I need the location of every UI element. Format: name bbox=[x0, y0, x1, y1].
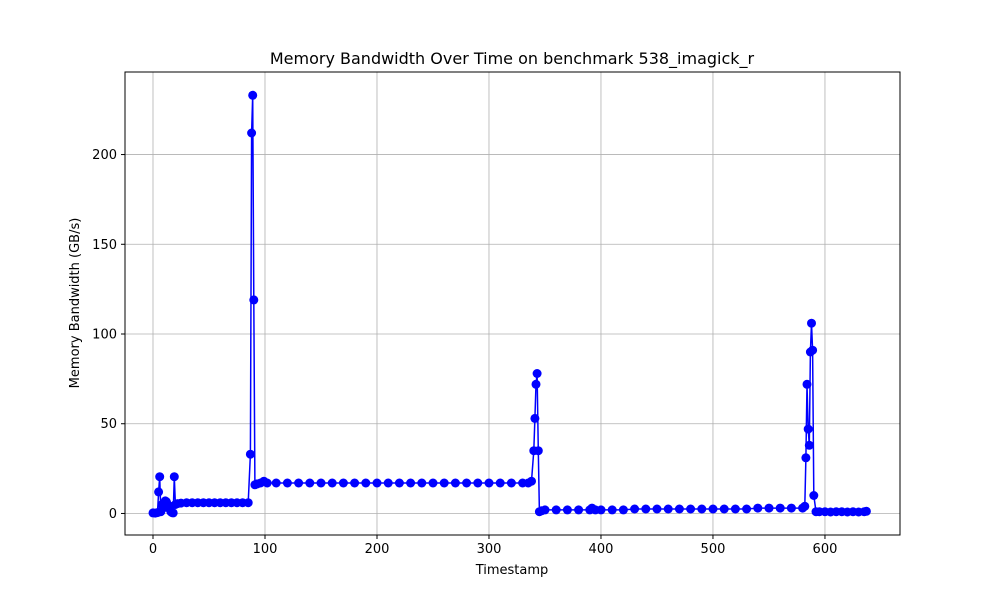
data-point bbox=[372, 478, 382, 488]
data-point bbox=[551, 505, 561, 515]
data-point bbox=[417, 478, 427, 488]
data-point bbox=[764, 503, 774, 513]
x-tick-label: 100 bbox=[253, 542, 278, 557]
data-point bbox=[484, 478, 494, 488]
data-point bbox=[249, 295, 259, 305]
data-point bbox=[316, 478, 326, 488]
y-tick-label: 50 bbox=[100, 417, 117, 432]
data-point bbox=[574, 505, 584, 515]
data-point bbox=[462, 478, 472, 488]
data-point bbox=[531, 379, 541, 389]
data-point bbox=[861, 506, 871, 516]
y-tick-label: 100 bbox=[92, 328, 117, 343]
data-point bbox=[247, 128, 257, 138]
data-point bbox=[802, 379, 812, 389]
data-point bbox=[248, 90, 258, 100]
data-point bbox=[607, 505, 617, 515]
data-point bbox=[801, 453, 811, 463]
data-point bbox=[394, 478, 404, 488]
data-point bbox=[652, 504, 662, 514]
data-point bbox=[383, 478, 393, 488]
data-point bbox=[641, 504, 651, 514]
data-point bbox=[506, 478, 516, 488]
plot-area-frame bbox=[124, 71, 901, 536]
data-point bbox=[630, 504, 640, 514]
data-point bbox=[243, 498, 253, 508]
data-point bbox=[327, 478, 337, 488]
data-point bbox=[473, 478, 483, 488]
data-point bbox=[361, 478, 371, 488]
x-tick-label: 600 bbox=[813, 542, 838, 557]
data-point bbox=[786, 503, 796, 513]
data-point bbox=[527, 476, 536, 486]
data-point bbox=[807, 318, 816, 328]
data-point bbox=[294, 478, 304, 488]
data-point bbox=[168, 508, 178, 518]
data-point bbox=[450, 478, 460, 488]
data-point bbox=[730, 504, 740, 514]
x-tick-label: 400 bbox=[589, 542, 614, 557]
data-point bbox=[596, 505, 606, 515]
y-tick-label: 150 bbox=[92, 238, 117, 253]
data-point bbox=[742, 504, 752, 514]
data-point bbox=[305, 478, 315, 488]
data-point bbox=[245, 449, 255, 459]
data-point bbox=[562, 505, 572, 515]
data-point bbox=[406, 478, 416, 488]
data-point bbox=[697, 504, 707, 514]
data-point bbox=[271, 478, 281, 488]
data-point bbox=[800, 501, 810, 511]
data-point bbox=[674, 504, 684, 514]
data-point bbox=[282, 478, 292, 488]
data-point bbox=[532, 369, 542, 378]
data-point bbox=[719, 504, 729, 514]
data-point bbox=[169, 472, 179, 482]
data-point bbox=[809, 491, 819, 500]
data-point bbox=[350, 478, 360, 488]
data-point bbox=[155, 472, 165, 482]
data-point bbox=[428, 478, 438, 488]
data-point bbox=[686, 504, 696, 514]
data-point bbox=[338, 478, 348, 488]
data-point bbox=[803, 424, 813, 434]
axis-ticks: 0 100 200 300 400 500 600 0 50 100 150 200 bbox=[92, 148, 837, 557]
y-tick-label: 200 bbox=[92, 148, 117, 163]
data-point bbox=[154, 487, 164, 497]
data-point bbox=[540, 505, 550, 515]
data-point bbox=[618, 505, 628, 515]
data-point bbox=[495, 478, 505, 488]
data-point bbox=[262, 478, 272, 488]
data-point bbox=[804, 440, 814, 450]
chart-title: Memory Bandwidth Over Time on benchmark … bbox=[270, 49, 755, 69]
data-point bbox=[775, 503, 785, 513]
data-point bbox=[533, 446, 543, 456]
data-point bbox=[439, 478, 449, 488]
x-tick-label: 300 bbox=[477, 542, 502, 557]
x-tick-label: 200 bbox=[365, 542, 390, 557]
y-tick-label: 0 bbox=[109, 507, 117, 522]
data-point bbox=[530, 413, 540, 423]
y-axis-title: Memory Bandwidth (GB/s) bbox=[68, 218, 83, 389]
x-tick-label: 0 bbox=[149, 542, 157, 557]
data-point bbox=[808, 345, 818, 355]
data-point bbox=[753, 503, 763, 513]
data-point bbox=[663, 504, 673, 514]
data-point bbox=[708, 504, 718, 514]
x-axis-title: Timestamp bbox=[475, 563, 549, 578]
x-tick-label: 500 bbox=[701, 542, 726, 557]
series-layer bbox=[148, 90, 871, 518]
